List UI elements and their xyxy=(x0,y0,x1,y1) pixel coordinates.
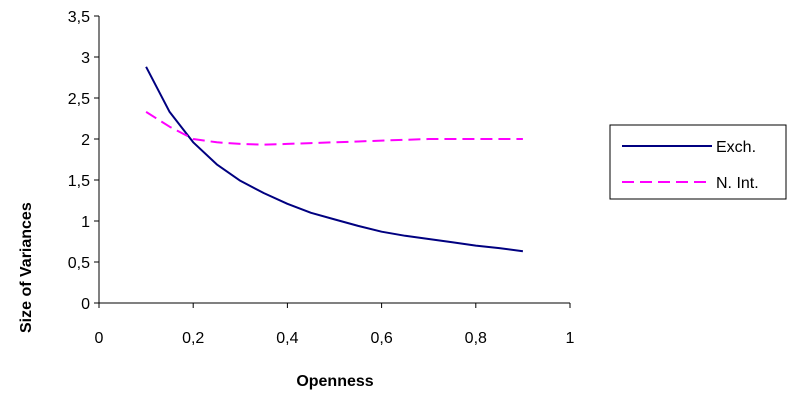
x-tick-label: 0,8 xyxy=(465,330,487,347)
y-tick-label: 2 xyxy=(81,132,90,149)
x-axis-ticks: 0 0,2 0,4 0,6 0,8 1 xyxy=(95,303,575,347)
x-tick-label: 0 xyxy=(95,330,104,347)
legend-label-n-int: N. Int. xyxy=(716,175,759,192)
plot-area: 0 0,5 1 1,5 2 2,5 3 3,5 0 0,2 0,4 0,6 0,8 1 xyxy=(68,9,575,347)
x-tick-label: 1 xyxy=(566,330,575,347)
legend: Exch. N. Int. xyxy=(609,124,787,200)
y-tick-label: 1 xyxy=(81,214,90,231)
series-layer xyxy=(145,66,524,253)
y-axis-title-wrap: Size of Variances xyxy=(18,202,35,333)
legend-label-exch: Exch. xyxy=(716,139,756,156)
y-tick-label: 0,5 xyxy=(68,255,90,272)
y-axis-title: Size of Variances xyxy=(18,202,35,333)
series-line-exch xyxy=(145,66,524,253)
y-tick-label: 3,5 xyxy=(68,9,90,26)
y-tick-label: 0 xyxy=(81,296,90,313)
legend-box xyxy=(609,124,787,200)
x-tick-label: 0,4 xyxy=(276,330,298,347)
y-tick-label: 2,5 xyxy=(68,91,90,108)
x-axis-title: Openness xyxy=(296,373,373,390)
series-line-n-int xyxy=(145,111,523,146)
y-tick-label: 1,5 xyxy=(68,173,90,190)
x-tick-label: 0,6 xyxy=(370,330,392,347)
x-tick-label: 0,2 xyxy=(182,330,204,347)
y-axis-ticks: 0 0,5 1 1,5 2 2,5 3 3,5 xyxy=(68,9,99,313)
y-tick-label: 3 xyxy=(81,50,90,67)
